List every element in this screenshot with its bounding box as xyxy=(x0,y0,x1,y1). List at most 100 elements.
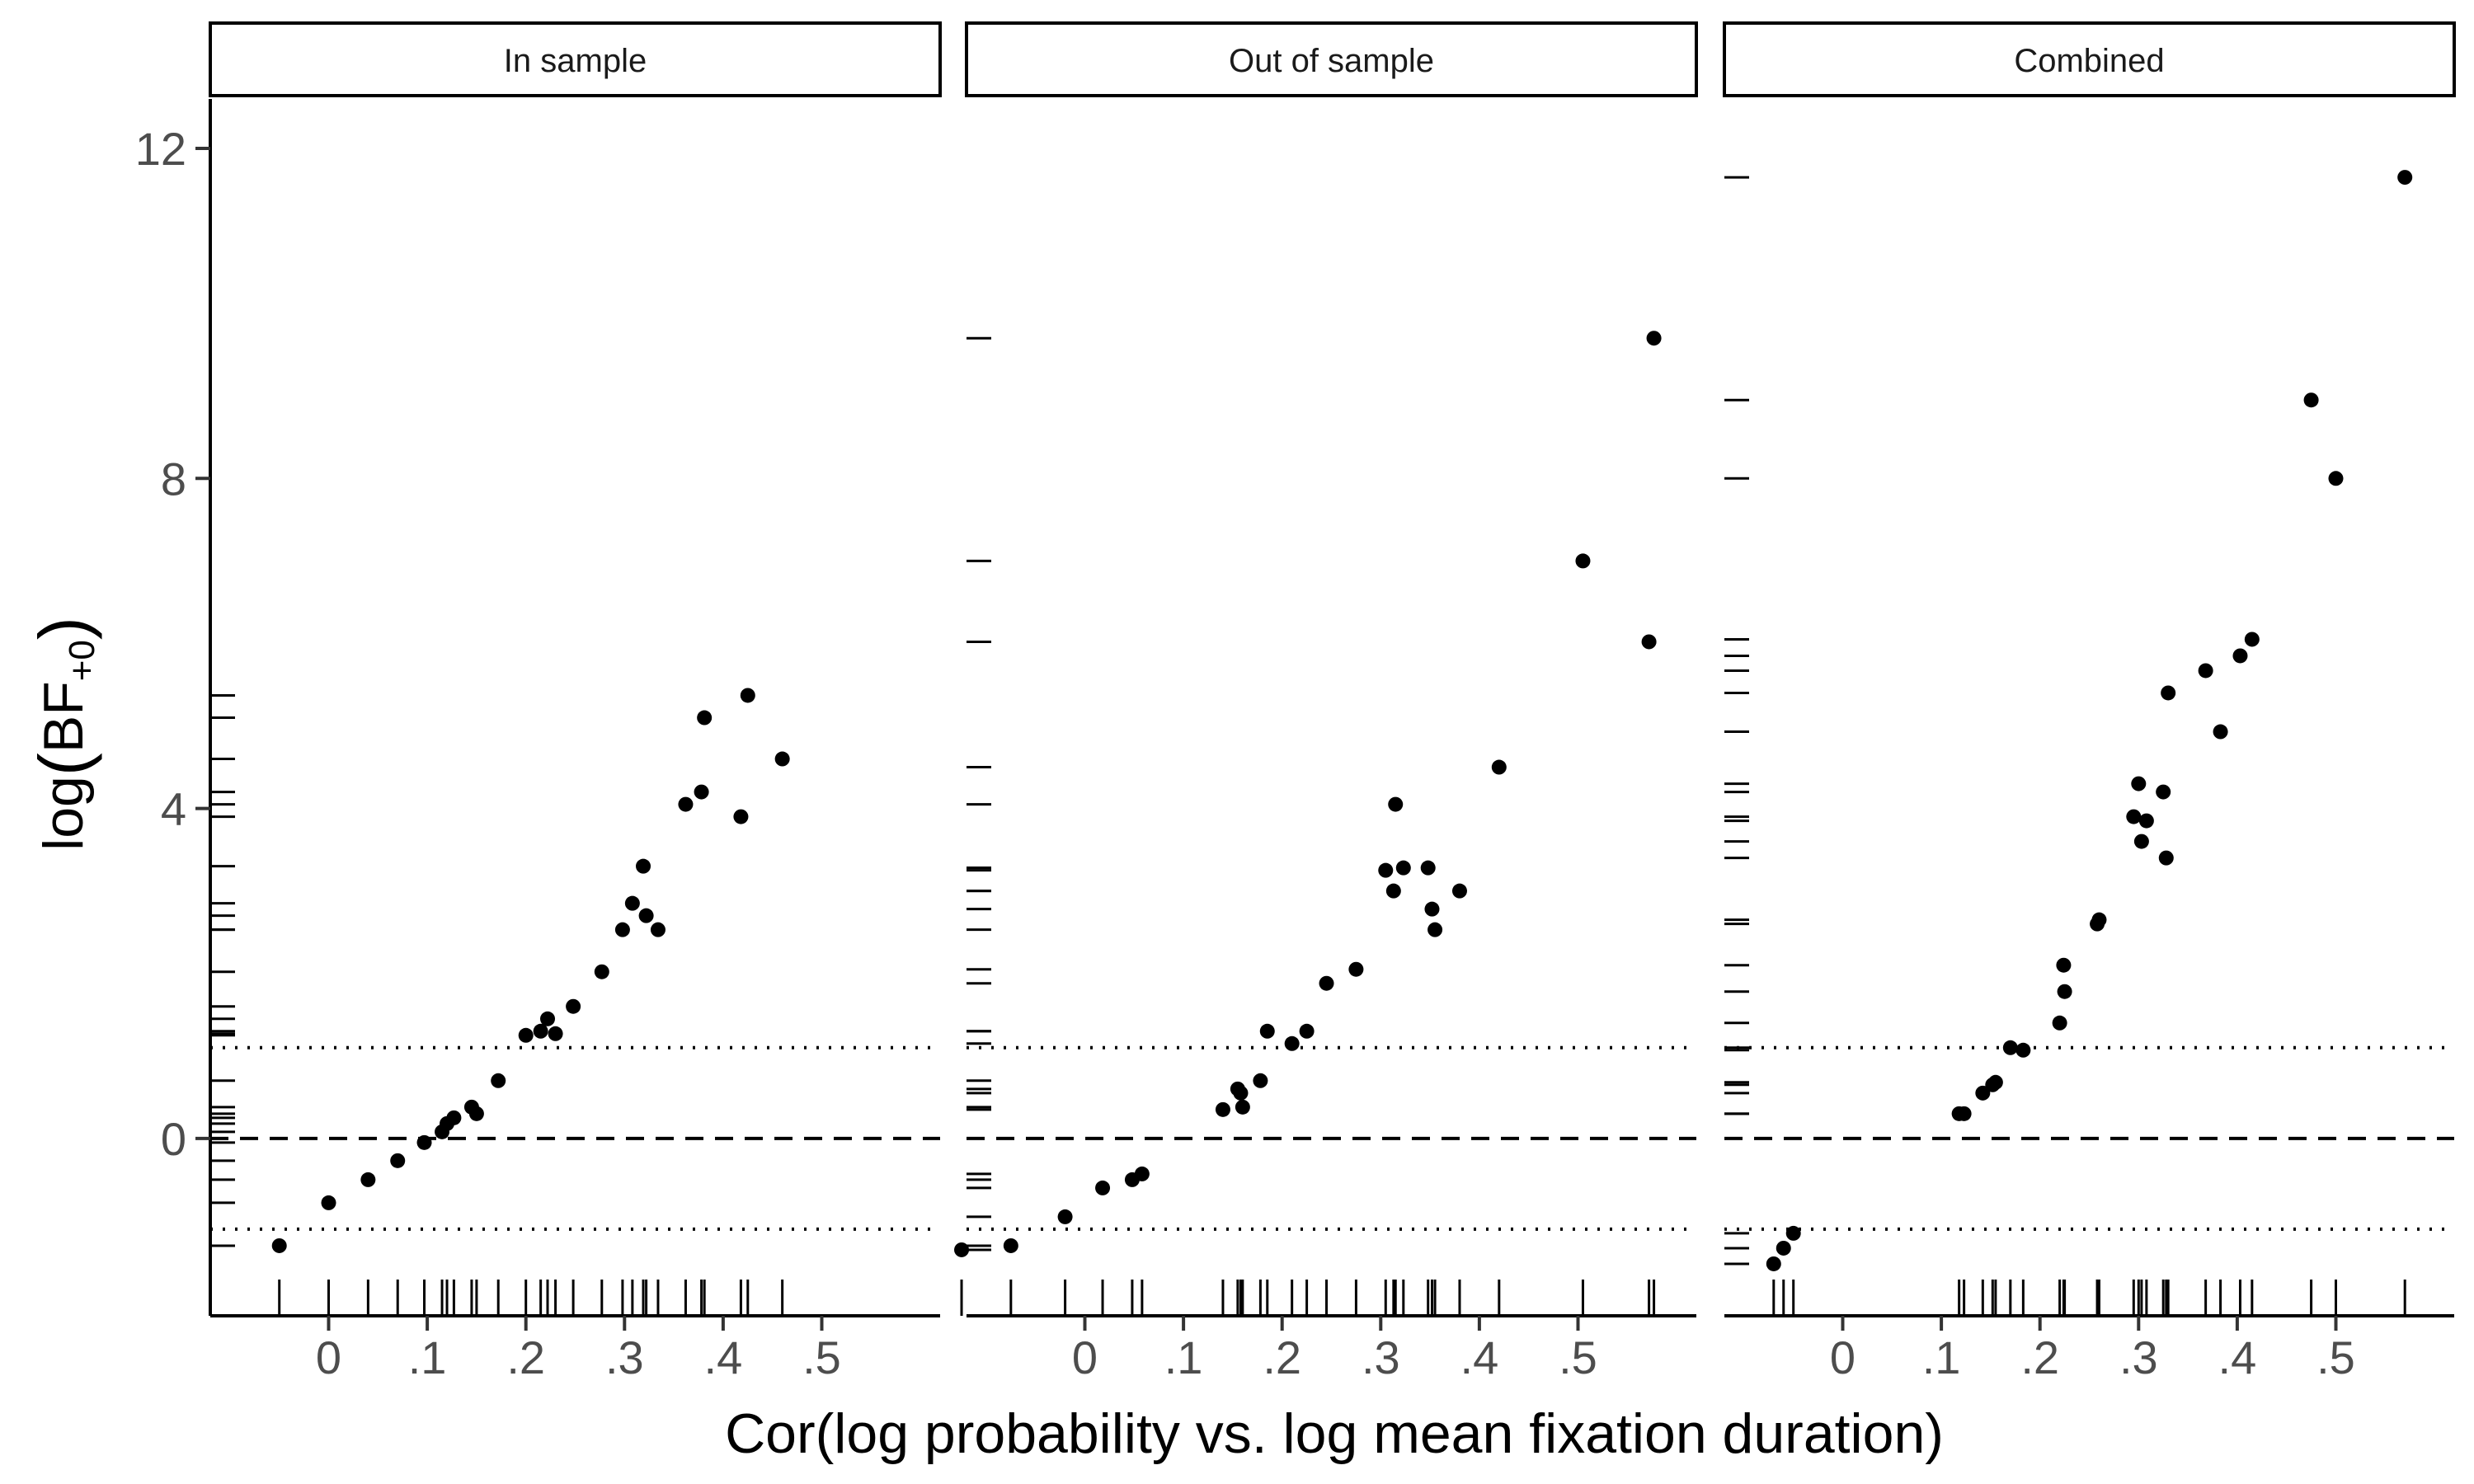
data-point xyxy=(1785,1225,1801,1241)
data-point xyxy=(2244,632,2260,647)
data-point xyxy=(446,1110,462,1125)
x-tick-label: 0 xyxy=(1830,1331,1856,1383)
data-point xyxy=(271,1237,287,1253)
data-point xyxy=(321,1195,336,1210)
data-point xyxy=(1451,883,1467,899)
data-point xyxy=(1235,1099,1250,1115)
data-point xyxy=(2131,776,2147,791)
facet-strip-label: Out of sample xyxy=(1229,43,1434,79)
data-point xyxy=(1253,1073,1268,1088)
data-point xyxy=(697,710,713,726)
data-point xyxy=(2213,724,2228,740)
y-axis-title-close-paren: ) xyxy=(25,617,102,640)
data-point xyxy=(1641,634,1657,650)
data-point xyxy=(2397,170,2413,186)
data-point xyxy=(1095,1180,1111,1195)
data-point xyxy=(1424,901,1440,917)
x-tick-label: .2 xyxy=(506,1331,545,1383)
data-point xyxy=(566,998,581,1014)
data-point xyxy=(1003,1237,1018,1253)
y-axis-title-open-paren: ( xyxy=(25,753,102,776)
y-tick-label: 12 xyxy=(135,123,186,175)
facet-panel: In sample 0 .1 .2 .3 .4 .5 xyxy=(209,21,942,1383)
data-point xyxy=(548,1026,563,1041)
x-tick-label: .3 xyxy=(1362,1331,1400,1383)
data-point xyxy=(2091,912,2107,928)
data-point xyxy=(774,751,790,767)
x-tick-label: .1 xyxy=(1922,1331,1961,1383)
y-tick-label: 4 xyxy=(161,783,186,835)
y-axis: 0 4 8 12 xyxy=(135,99,212,1316)
data-point xyxy=(1395,860,1411,876)
facet-strip xyxy=(1723,21,2456,97)
data-point xyxy=(650,922,666,937)
x-tick-label: .3 xyxy=(605,1331,644,1383)
x-tick-label: .4 xyxy=(1460,1331,1499,1383)
data-point xyxy=(636,858,651,874)
data-point xyxy=(1776,1240,1791,1256)
data-point xyxy=(1766,1256,1781,1271)
data-point xyxy=(360,1172,376,1187)
data-point xyxy=(2133,834,2149,849)
data-point xyxy=(533,1023,548,1039)
data-point xyxy=(2015,1042,2031,1058)
data-point xyxy=(1987,1074,2003,1090)
data-point xyxy=(1956,1106,1972,1121)
facet-panel: Combined 0 .1 .2 .3 .4 .5 xyxy=(1723,21,2456,1383)
data-point xyxy=(2126,809,2142,824)
data-point xyxy=(614,922,630,937)
x-tick-label: .3 xyxy=(2119,1331,2158,1383)
data-point xyxy=(594,964,609,979)
y-axis-title-subscript: +0 xyxy=(62,640,102,681)
facet-strip-label: Combined xyxy=(2014,43,2164,79)
x-tick-label: .1 xyxy=(1164,1331,1203,1383)
data-point xyxy=(1385,883,1401,899)
data-point xyxy=(1575,553,1591,569)
data-point xyxy=(2052,1015,2067,1031)
data-point xyxy=(624,895,640,911)
data-point xyxy=(390,1153,406,1168)
data-point xyxy=(2303,392,2319,408)
x-tick-label: .4 xyxy=(704,1331,743,1383)
data-point xyxy=(740,688,755,703)
data-point xyxy=(1233,1085,1249,1101)
data-point xyxy=(2057,984,2072,999)
y-tick-label: 0 xyxy=(161,1113,186,1165)
facet-strip xyxy=(965,21,1698,97)
data-point xyxy=(1378,862,1394,878)
data-point xyxy=(1420,860,1436,876)
y-tick-label: 8 xyxy=(161,453,186,505)
data-point xyxy=(2138,813,2154,829)
x-tick-label: .2 xyxy=(2020,1331,2059,1383)
data-point xyxy=(2198,663,2213,679)
data-point xyxy=(2056,957,2072,973)
data-point xyxy=(1299,1023,1315,1039)
x-tick-label: .2 xyxy=(1263,1331,1301,1383)
data-point xyxy=(416,1134,432,1150)
data-point xyxy=(491,1073,506,1088)
y-axis-title-main: BF xyxy=(32,681,95,753)
data-point xyxy=(954,1242,970,1257)
data-point xyxy=(1427,922,1443,937)
x-tick-label: .4 xyxy=(2218,1331,2257,1383)
facet-panels: In sample 0 .1 .2 .3 .4 .5 Out of sample 0 .1 .2 .3… xyxy=(209,21,2456,1383)
data-point xyxy=(694,784,709,800)
facet-strip-label: In sample xyxy=(504,43,647,79)
data-point xyxy=(1348,961,1364,977)
data-point xyxy=(638,908,654,923)
data-point xyxy=(1319,975,1334,991)
y-axis-title-prefix: log xyxy=(32,776,95,851)
x-tick-label: 0 xyxy=(316,1331,341,1383)
data-point xyxy=(1646,331,1662,346)
data-point xyxy=(2328,471,2344,486)
x-tick-label: .5 xyxy=(2316,1331,2355,1383)
data-point xyxy=(2161,685,2176,701)
x-tick-label: .5 xyxy=(802,1331,841,1383)
x-tick-label: .5 xyxy=(1559,1331,1597,1383)
data-point xyxy=(1491,759,1507,775)
data-point xyxy=(2156,784,2171,800)
facet-panel: Out of sample 0 .1 .2 .3 .4 .5 xyxy=(954,21,1698,1383)
data-point xyxy=(468,1106,484,1121)
data-point xyxy=(1134,1166,1150,1181)
